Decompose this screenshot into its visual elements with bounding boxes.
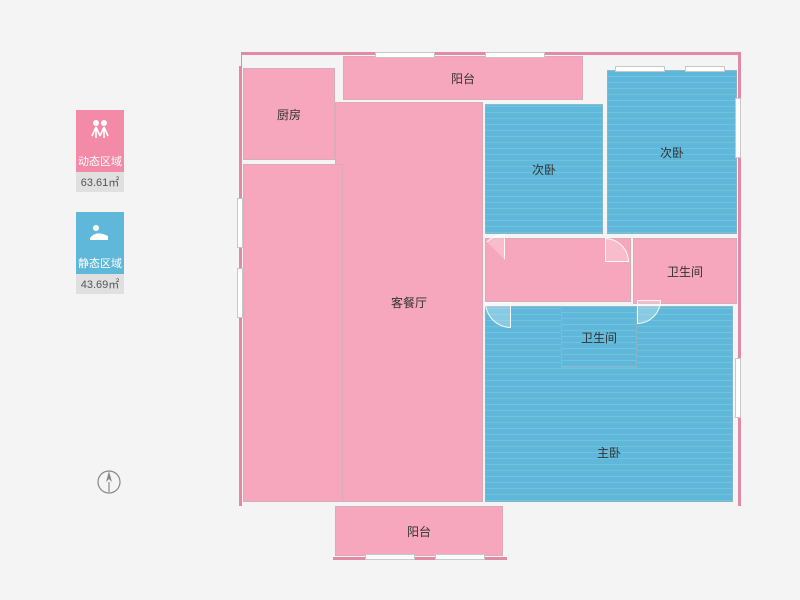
window-8: [365, 554, 415, 560]
legend-dynamic-icon: [76, 110, 124, 150]
room-label-bath2: 卫生间: [581, 329, 617, 346]
legend-dynamic: 动态区域 63.61㎡: [70, 110, 130, 192]
floorplan-container: 厨房阳台客餐厅次卧次卧卫生间卫生间主卧阳台卫生间: [235, 38, 745, 563]
window-5: [735, 358, 741, 418]
window-0: [375, 52, 435, 58]
room-bath1: 卫生间: [633, 238, 737, 304]
legend-static-value: 43.69㎡: [76, 274, 124, 294]
room-label-bedroom2a: 次卧: [532, 161, 556, 178]
mask: [235, 506, 333, 566]
room-label-living: 客餐厅: [391, 294, 427, 311]
legend-panel: 动态区域 63.61㎡ 静态区域 43.69㎡: [70, 110, 130, 314]
room-balcony2: 阳台: [335, 506, 503, 556]
room-bedroom2b: 次卧: [607, 70, 737, 234]
room-balcony1: 阳台: [343, 56, 583, 100]
legend-static-label: 静态区域: [76, 252, 124, 274]
room-label-bath1: 卫生间: [667, 263, 703, 280]
window-4: [735, 98, 741, 158]
window-2: [615, 66, 665, 72]
room-bath2-overlay: 卫生间: [561, 306, 637, 368]
window-6: [237, 198, 243, 248]
window-9: [435, 554, 485, 560]
room-kitchen: 厨房: [243, 68, 335, 160]
window-3: [685, 66, 725, 72]
mask: [235, 48, 241, 66]
room-label-master: 主卧: [597, 444, 621, 501]
room-label-kitchen: 厨房: [277, 106, 301, 123]
room-living: 客餐厅: [335, 102, 483, 502]
window-7: [237, 268, 243, 318]
legend-static-icon: [76, 212, 124, 252]
legend-dynamic-value: 63.61㎡: [76, 172, 124, 192]
window-1: [485, 52, 545, 58]
room-label-bedroom2b: 次卧: [660, 144, 684, 161]
room-label-balcony2: 阳台: [407, 523, 431, 540]
room-label-balcony1: 阳台: [451, 70, 475, 87]
legend-dynamic-label: 动态区域: [76, 150, 124, 172]
mask: [507, 506, 745, 566]
legend-static: 静态区域 43.69㎡: [70, 212, 130, 294]
compass-icon: [95, 468, 123, 496]
room-living_ext: [243, 164, 343, 502]
room-bedroom2a: 次卧: [485, 104, 603, 234]
